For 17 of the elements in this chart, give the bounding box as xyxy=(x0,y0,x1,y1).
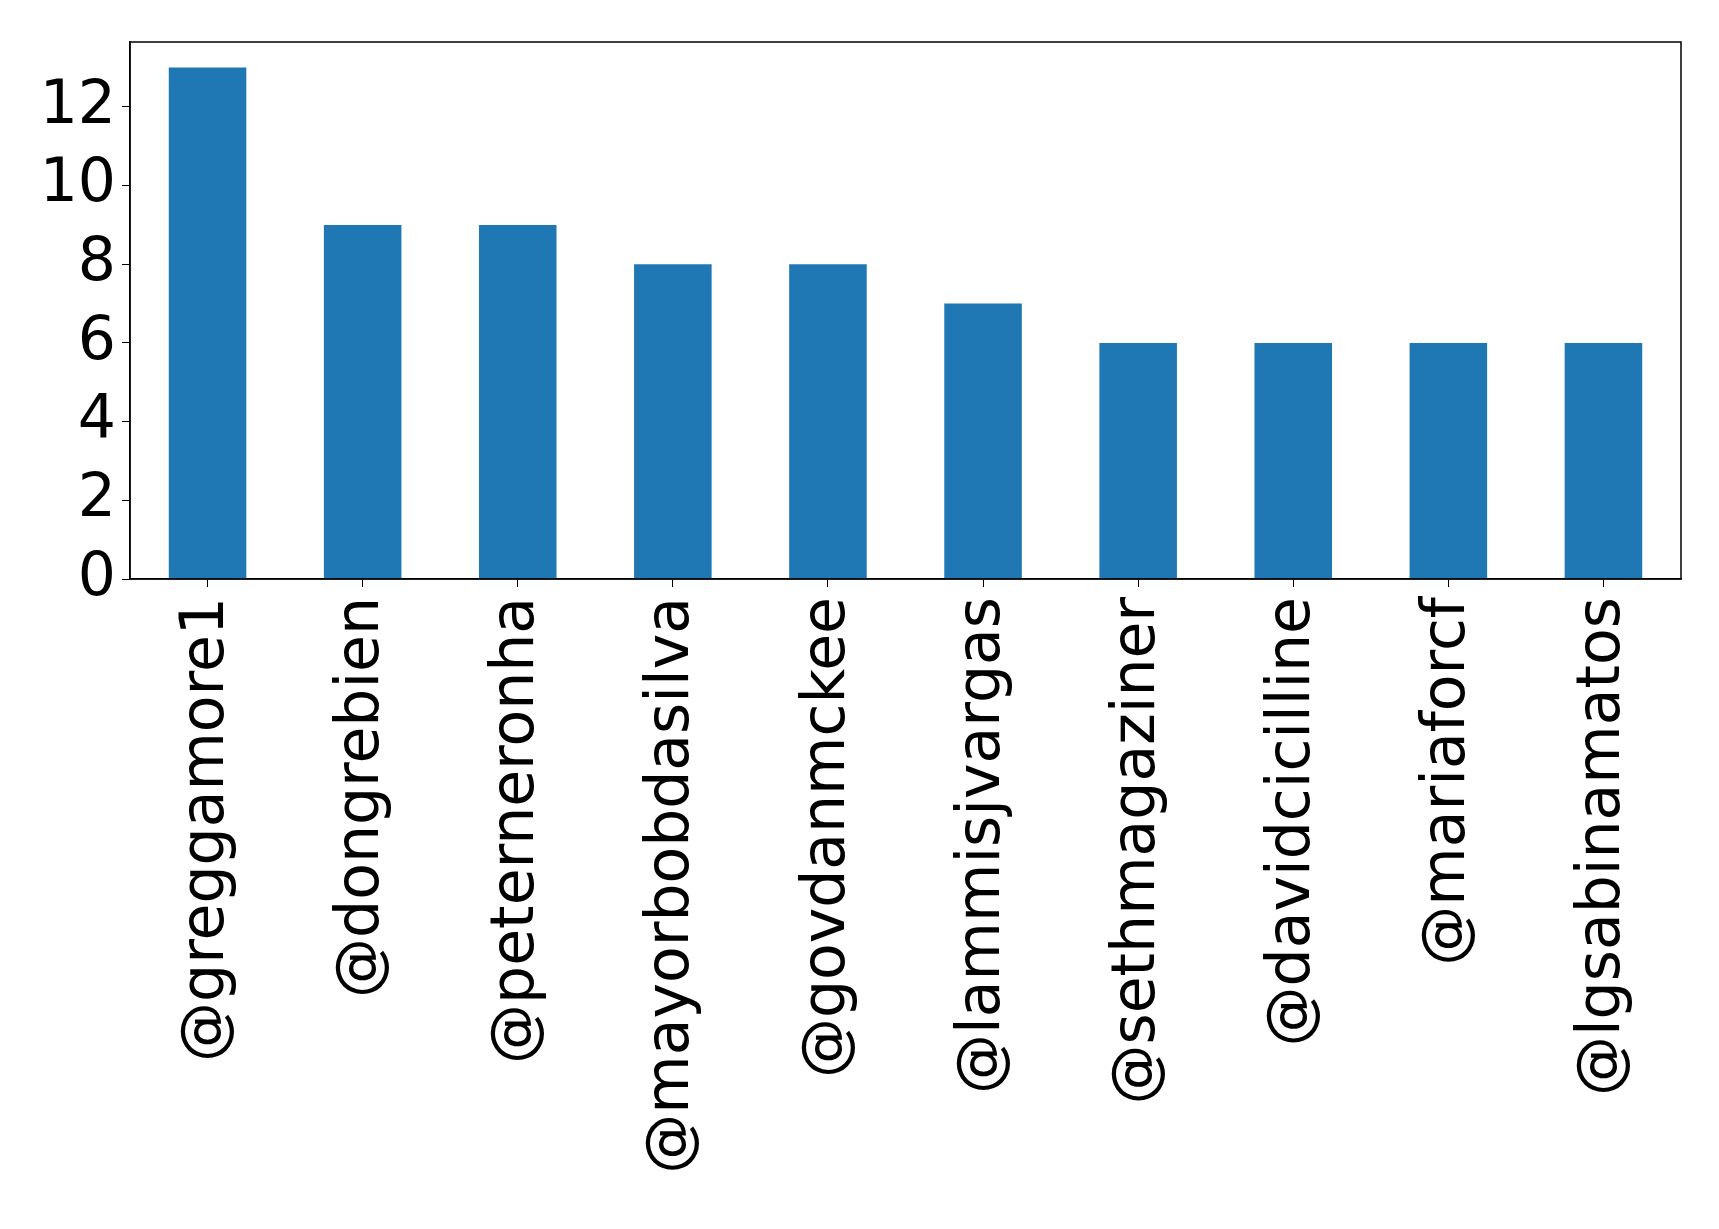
y-tick-label: 0 xyxy=(77,538,116,609)
y-tick-label: 2 xyxy=(77,459,116,530)
y-tick-label: 12 xyxy=(39,66,116,137)
y-tick-label: 4 xyxy=(77,381,116,452)
x-tick-label: @lammisjvargas xyxy=(942,597,1013,1094)
x-tick-label: @lgsabinamatos xyxy=(1563,597,1634,1097)
x-tick-label: @peterneronha xyxy=(477,597,548,1064)
x-tick-label: @sethmagaziner xyxy=(1097,596,1168,1105)
x-tick-label: @mariaforcf xyxy=(1407,595,1478,966)
x-tick-label: @davidcicilline xyxy=(1252,597,1323,1047)
x-tick-label: @govdanmckee xyxy=(787,597,858,1079)
x-tick-label: @dongrebien xyxy=(322,597,393,998)
y-tick-label: 10 xyxy=(39,145,116,216)
x-tick-label: @mayorbobdasilva xyxy=(632,597,703,1174)
x-tick-label: @greggamore1 xyxy=(167,597,238,1062)
y-tick-label: 8 xyxy=(77,223,116,294)
y-tick-label: 6 xyxy=(77,302,116,373)
